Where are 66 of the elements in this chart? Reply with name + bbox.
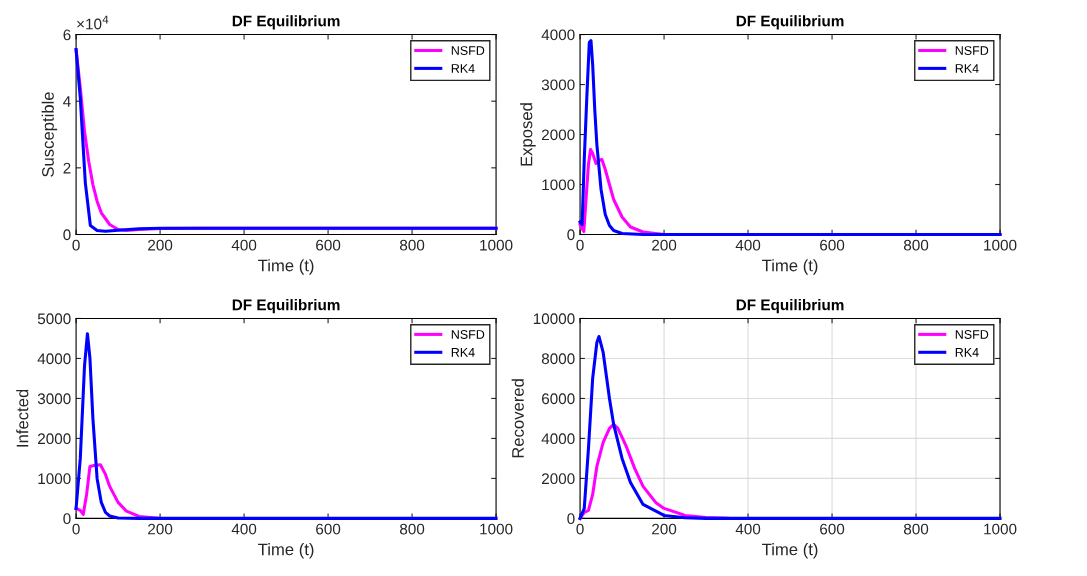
y-tick-label: 10000 (533, 313, 575, 325)
y-tick-label: 5000 (37, 313, 71, 325)
legend-label: RK4 (451, 348, 475, 357)
y-tick-label: 3000 (541, 79, 575, 91)
x-tick-label: 600 (820, 239, 845, 251)
x-axis-title: Time (t) (258, 543, 314, 559)
legend-label: NSFD (955, 330, 989, 339)
x-tick-label: 1000 (480, 239, 513, 251)
y-tick-label: 1000 (38, 473, 71, 485)
text: ×10$^{4}$ (77, 15, 109, 30)
y-axis-title: Infected (16, 389, 29, 447)
legend-label: RK4 (955, 64, 979, 73)
chart-title: DF Equilibrium (736, 15, 844, 30)
y-tick-label: 2000 (541, 473, 575, 485)
x-tick-label: 400 (231, 523, 257, 535)
x-axis-title: Time (t) (258, 259, 314, 275)
x-tick-label: 800 (399, 239, 425, 251)
y-tick-label: 4000 (541, 433, 575, 445)
y-tick-label: 6000 (541, 393, 575, 405)
x-tick-label: 800 (903, 523, 929, 535)
x-tick-label: 1000 (984, 239, 1017, 251)
x-tick-label: 400 (231, 239, 257, 251)
chart-title: DF Equilibrium (232, 15, 340, 30)
y-tick-label: 4 (63, 96, 71, 107)
legend-label: NSFD (955, 46, 989, 55)
y-tick-label: 6 (63, 29, 71, 41)
x-tick-label: 800 (399, 523, 425, 535)
x-tick-label: 200 (148, 523, 173, 535)
y-tick-label: 1000 (542, 179, 575, 191)
y-tick-label: 0 (567, 229, 575, 241)
chart-title: DF Equilibrium (232, 299, 340, 314)
y-tick-label: 0 (63, 229, 71, 241)
x-tick-label: 400 (735, 239, 761, 251)
y-tick-label: 4000 (37, 353, 71, 365)
y-tick-label: 3000 (37, 393, 71, 405)
x-tick-label: 800 (903, 239, 929, 251)
y-axis-title: Susceptible (41, 92, 58, 177)
x-tick-label: 200 (652, 239, 677, 251)
y-tick-label: 0 (63, 513, 71, 525)
x-tick-label: 0 (576, 523, 584, 535)
x-tick-label: 600 (820, 523, 845, 535)
legend-label: RK4 (451, 64, 475, 73)
y-axis-title: Recovered (511, 379, 524, 458)
x-tick-label: 0 (576, 239, 584, 251)
y-tick-label: 8000 (541, 353, 575, 365)
x-axis-title: Time (t) (762, 543, 818, 559)
y-tick-label: 4000 (541, 29, 575, 41)
y-tick-label: 2000 (38, 433, 71, 445)
legend-label: RK4 (955, 348, 979, 357)
x-tick-label: 0 (72, 239, 80, 251)
legend-label: NSFD (451, 46, 485, 55)
x-tick-label: 600 (316, 523, 341, 535)
x-tick-label: 200 (652, 523, 677, 535)
y-tick-label: 0 (567, 513, 575, 525)
x-tick-label: 600 (316, 239, 341, 251)
x-tick-label: 200 (148, 239, 173, 251)
x-axis-title: Time (t) (762, 259, 818, 275)
x-tick-label: 1000 (984, 523, 1017, 535)
x-tick-label: 0 (72, 523, 80, 535)
y-tick-label: 2 (63, 162, 71, 174)
x-tick-label: 1000 (480, 523, 513, 535)
y-tick-label: 2000 (541, 129, 575, 141)
y-axis-title: Exposed (520, 103, 536, 166)
chart-title: DF Equilibrium (736, 299, 844, 314)
x-tick-label: 400 (735, 523, 761, 535)
legend-label: NSFD (451, 330, 485, 339)
